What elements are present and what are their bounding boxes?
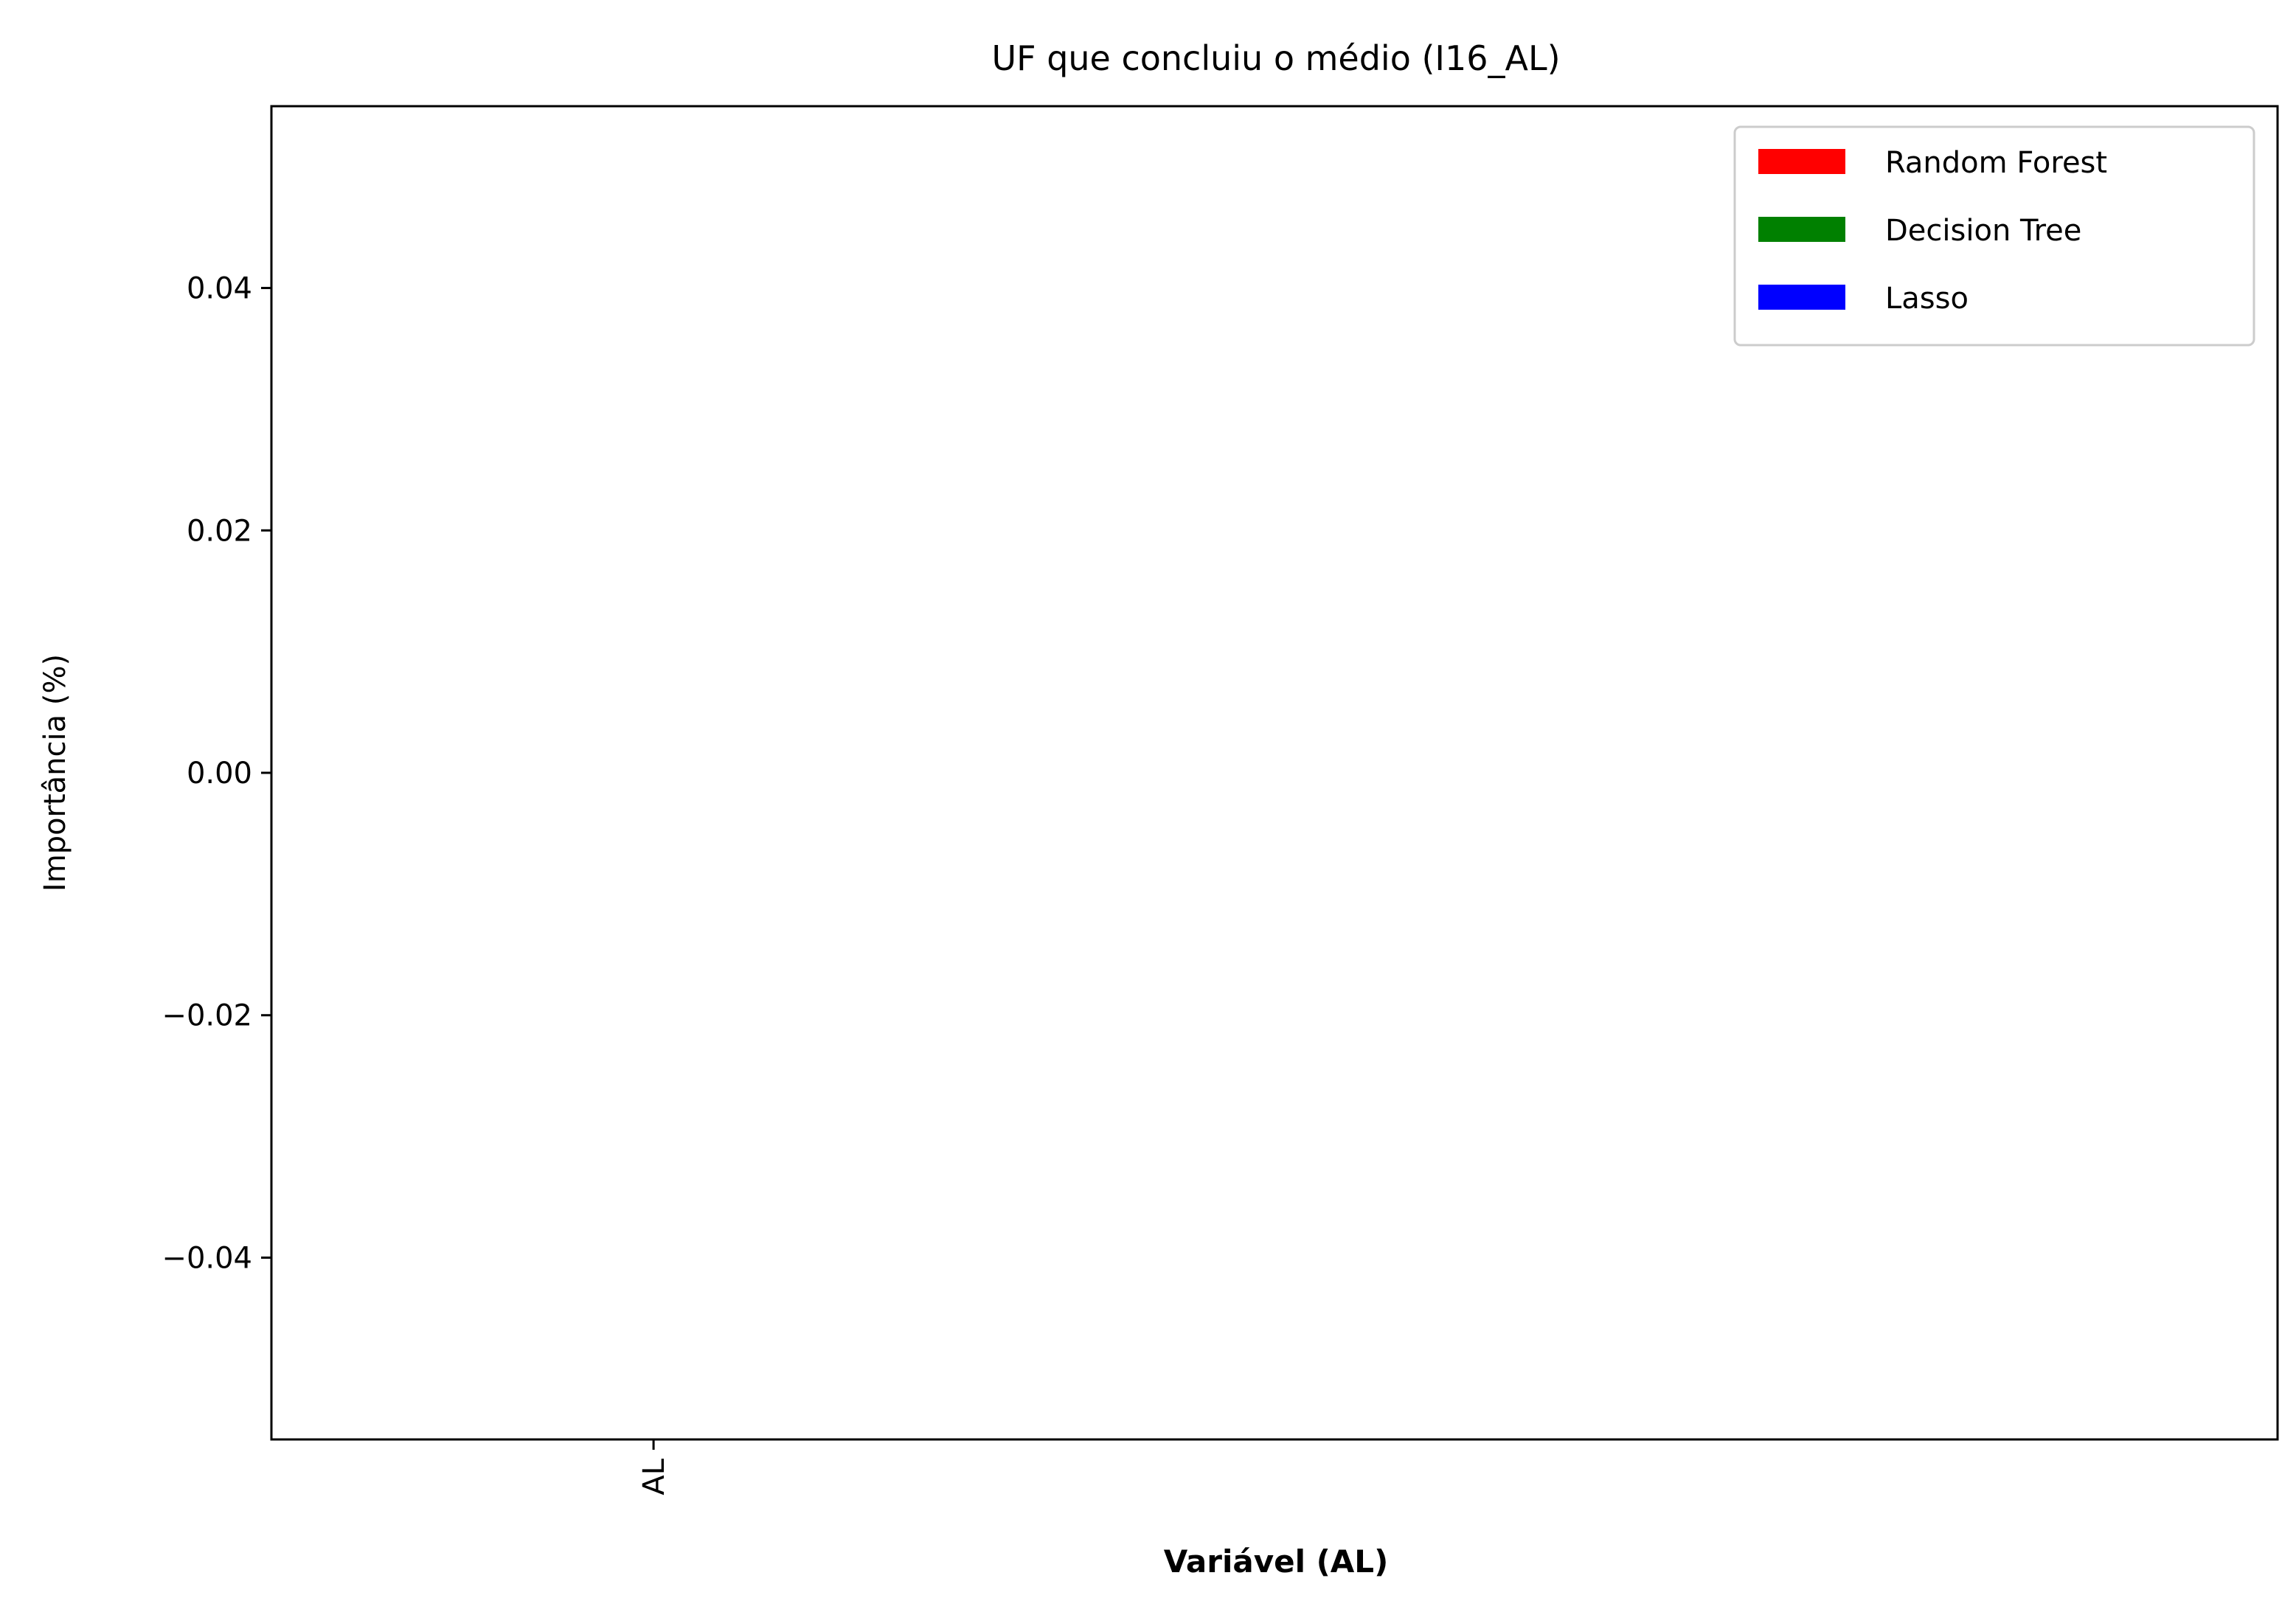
x-axis-label: Variável (AL) xyxy=(1164,1543,1389,1580)
x-axis: AL xyxy=(637,1439,671,1495)
legend: Random Forest Decision Tree Lasso xyxy=(1733,125,2255,347)
legend-frame xyxy=(1733,125,2255,347)
y-tick-label: −0.02 xyxy=(162,999,252,1033)
chart-title: UF que concluiu o médio (I16_AL) xyxy=(991,38,1560,78)
legend-label: Random Forest xyxy=(1885,146,2107,180)
legend-swatch xyxy=(1758,149,1845,174)
y-tick-label: −0.04 xyxy=(162,1241,252,1275)
y-axis: −0.04 −0.02 0.00 0.02 0.04 xyxy=(162,272,271,1275)
y-tick-label: 0.00 xyxy=(187,757,252,791)
legend-swatch xyxy=(1758,285,1845,310)
x-tick-label: AL xyxy=(637,1458,671,1495)
legend-label: Decision Tree xyxy=(1885,214,2081,248)
y-axis-label: Importância (%) xyxy=(38,654,72,892)
legend-swatch xyxy=(1758,217,1845,242)
legend-label: Lasso xyxy=(1885,282,1969,316)
y-tick-label: 0.04 xyxy=(187,272,252,306)
y-tick-label: 0.02 xyxy=(187,514,252,548)
